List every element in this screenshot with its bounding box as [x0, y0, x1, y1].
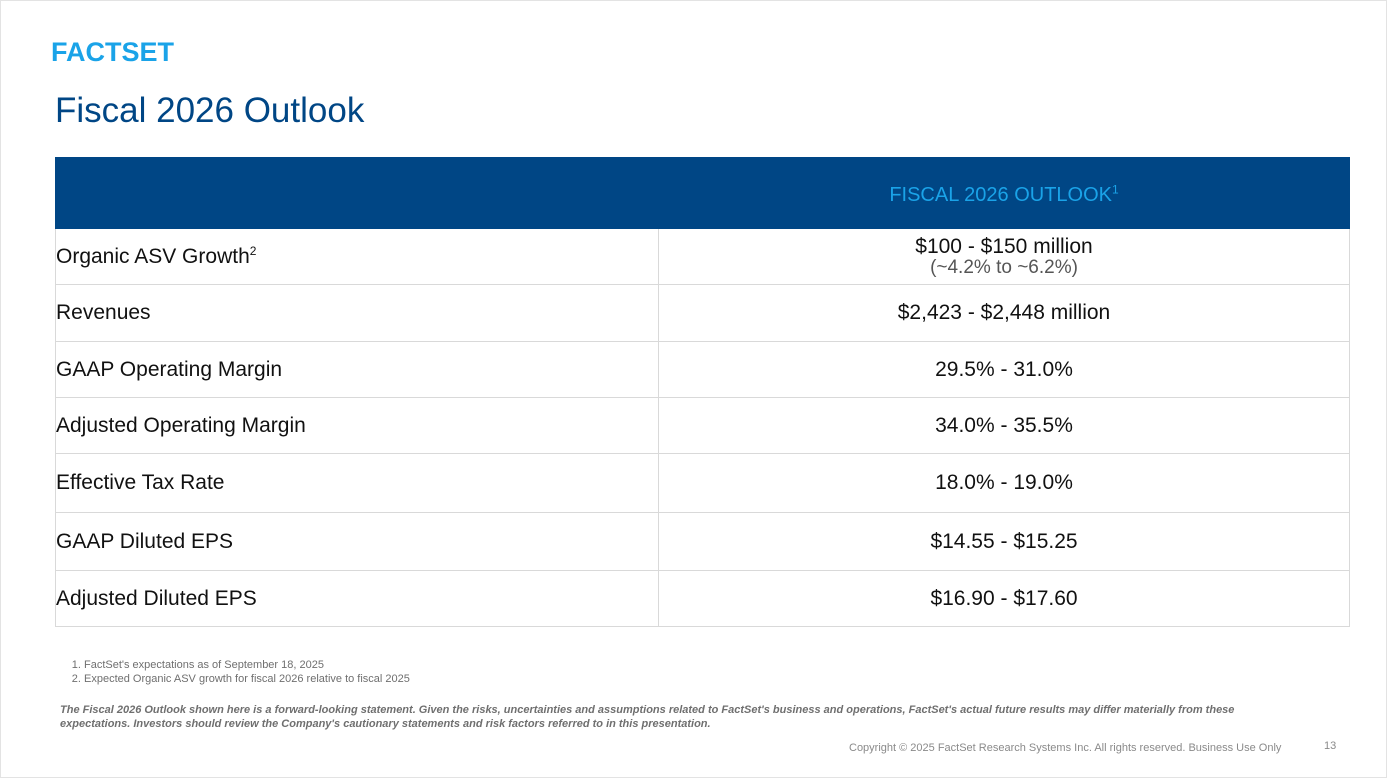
table-row: GAAP Operating Margin 29.5% - 31.0% [55, 341, 1350, 398]
factset-logo: FACTSET [51, 37, 175, 67]
table-header-row: FISCAL 2026 OUTLOOK1 [55, 157, 1350, 229]
row-label: GAAP Operating Margin [55, 341, 659, 398]
table-row: Revenues $2,423 - $2,448 million [55, 284, 1350, 342]
row-value: $2,423 - $2,448 million [658, 284, 1350, 342]
row-value: 34.0% - 35.5% [658, 397, 1350, 454]
table-row: GAAP Diluted EPS $14.55 - $15.25 [55, 512, 1350, 571]
table-row: Effective Tax Rate 18.0% - 19.0% [55, 453, 1350, 513]
page-number: 13 [1324, 740, 1337, 752]
row-value: 29.5% - 31.0% [658, 341, 1350, 398]
header-outlook-cell: FISCAL 2026 OUTLOOK1 [658, 157, 1350, 229]
header-outlook-label: FISCAL 2026 OUTLOOK [889, 183, 1112, 206]
row-label: Effective Tax Rate [55, 453, 659, 513]
forward-looking-disclaimer: The Fiscal 2026 Outlook shown here is a … [60, 704, 1235, 730]
footnotes-list: FactSet's expectations as of September 1… [68, 658, 410, 686]
footnote-ref-1: 1 [1112, 181, 1119, 196]
copyright-text: Copyright © 2025 FactSet Research System… [849, 742, 1282, 754]
row-value-subtext: (~4.2% to ~6.2%) [930, 256, 1078, 278]
header-left-cell [55, 157, 659, 229]
row-label: GAAP Diluted EPS [55, 512, 659, 571]
table-row: Adjusted Diluted EPS $16.90 - $17.60 [55, 570, 1350, 627]
row-value: $16.90 - $17.60 [658, 570, 1350, 627]
row-value: 18.0% - 19.0% [658, 453, 1350, 513]
footnote-ref-2: 2 [249, 243, 257, 258]
row-value: $100 - $150 million (~4.2% to ~6.2%) [658, 228, 1350, 285]
footnote-item: Expected Organic ASV growth for fiscal 2… [84, 672, 410, 686]
row-label: Revenues [55, 284, 659, 342]
outlook-table: FISCAL 2026 OUTLOOK1 Organic ASV Growth2… [55, 157, 1350, 627]
table-row: Organic ASV Growth2 $100 - $150 million(… [55, 228, 1350, 285]
page-title: Fiscal 2026 Outlook [55, 91, 365, 130]
row-label-text: Organic ASV Growth [56, 244, 250, 268]
table-row: Adjusted Operating Margin 34.0% - 35.5% [55, 397, 1350, 454]
row-label: Adjusted Diluted EPS [55, 570, 659, 627]
footnote-item: FactSet's expectations as of September 1… [84, 658, 410, 672]
row-value-text: $100 - $150 million [915, 234, 1093, 258]
row-label: Organic ASV Growth2 [55, 228, 659, 285]
row-value: $14.55 - $15.25 [658, 512, 1350, 571]
row-label: Adjusted Operating Margin [55, 397, 659, 454]
